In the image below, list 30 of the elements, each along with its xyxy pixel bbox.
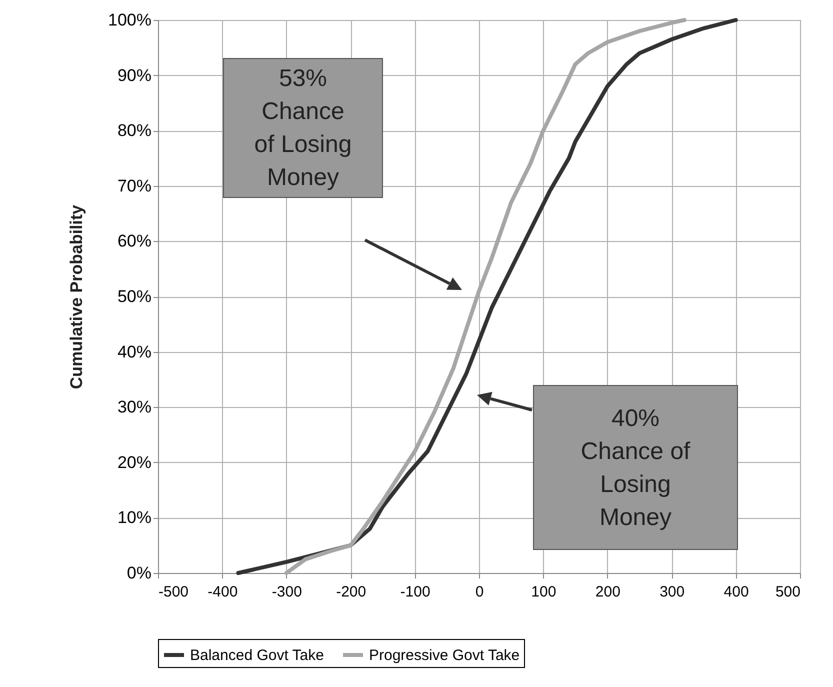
callout-box: 40% Chance of Losing Money (533, 385, 738, 550)
legend-label: Balanced Govt Take (190, 647, 324, 664)
y-tick-label: 40% (117, 342, 152, 362)
y-tick-label: 90% (117, 66, 152, 85)
y-tick-label: 0% (126, 564, 152, 582)
x-tick-label: 400 (724, 584, 749, 600)
y-tick-label: 20% (117, 452, 152, 472)
annotation: 40% Chance of Losing Money (580, 404, 690, 532)
y-tick-label: 50% (117, 287, 152, 306)
x-tick-label: -500 (158, 584, 189, 600)
x-tick-label: 200 (595, 584, 620, 600)
legend-label: Progressive Govt Take (369, 647, 520, 664)
x-tick-label: 500 (775, 584, 800, 600)
x-tick-label: 100 (531, 584, 556, 600)
y-axis-title: Cumulative Probability (67, 204, 86, 390)
y-tick-label: 10% (117, 508, 152, 528)
line-series (236, 18, 738, 575)
y-tick-label: 100% (108, 10, 152, 30)
x-tick-label: -100 (400, 584, 430, 600)
y-tick-label: 70% (117, 176, 152, 196)
annotation: 53% Chance of Losing Money (254, 64, 352, 193)
x-tick-label: -300 (272, 584, 302, 600)
y-tick-label: 60% (117, 232, 152, 251)
x-tick-label: 0 (475, 584, 484, 600)
x-tick-label: 300 (660, 584, 685, 600)
x-tick-label: -200 (336, 584, 366, 600)
callout-box: 53% Chance of Losing Money (223, 58, 383, 198)
y-tick-label: 30% (117, 398, 152, 417)
y-tick-label: 80% (117, 121, 152, 140)
x-tick-label: -400 (208, 584, 238, 600)
